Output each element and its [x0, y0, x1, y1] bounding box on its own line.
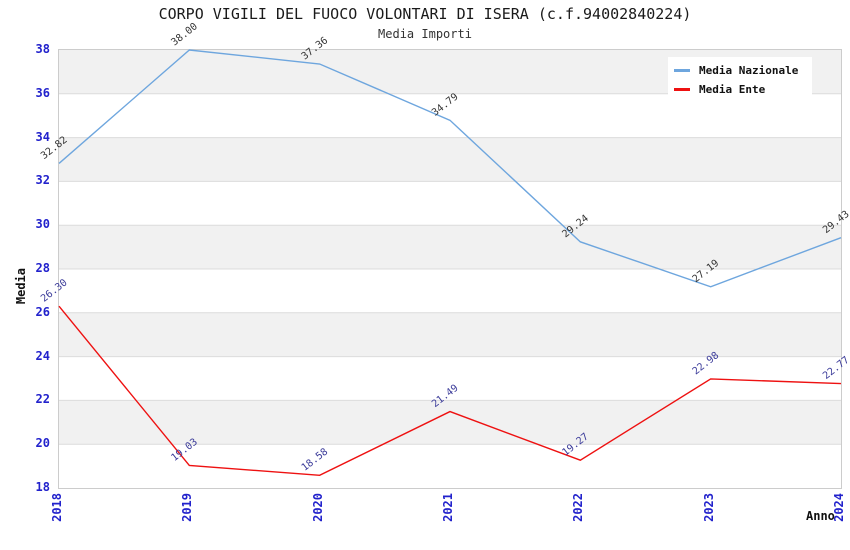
media-nazionale-line-swatch-icon	[674, 69, 690, 72]
x-tick-label: 2023	[701, 493, 716, 522]
x-tick-label: 2022	[571, 493, 586, 522]
y-tick-label: 30	[35, 217, 50, 232]
y-tick-label: 20	[35, 436, 50, 451]
x-tick-label: 2019	[180, 493, 195, 522]
data-point-label: 18.58	[300, 446, 330, 473]
y-tick-label: 18	[35, 480, 50, 494]
series-line-media-ente	[58, 305, 842, 477]
media-ente-line-swatch-icon	[674, 88, 690, 91]
data-point-label: 21.49	[430, 383, 460, 410]
x-tick-label: 2021	[441, 493, 455, 522]
x-tick-label: 2020	[310, 493, 325, 522]
line-plot: 32.8238.0037.3634.7929.2427.1929.4326.30…	[39, 21, 850, 477]
legend: Media Nazionale Media Ente	[668, 57, 812, 104]
x-tick-label: 2018	[50, 493, 64, 522]
legend-label: Media Nazionale	[699, 64, 799, 77]
data-point-label: 19.27	[560, 431, 590, 458]
data-point-label: 26.30	[39, 277, 69, 304]
y-tick-label: 32	[35, 173, 50, 188]
data-point-label: 29.43	[821, 209, 850, 236]
data-point-label: 22.77	[821, 355, 850, 382]
data-point-label: 27.19	[691, 258, 721, 285]
chart-subtitle: Media Importi	[378, 27, 472, 41]
legend-item-media-ente: Media Ente	[674, 80, 806, 99]
y-tick-label: 36	[35, 85, 50, 100]
data-point-label: 34.79	[430, 91, 460, 118]
y-tick-label: 26	[35, 304, 50, 319]
legend-label: Media Ente	[699, 83, 766, 96]
y-tick-label: 22	[35, 392, 50, 407]
y-tick-label: 38	[35, 42, 50, 56]
y-tick-label: 28	[35, 261, 50, 275]
legend-item-media-nazionale: Media Nazionale	[674, 61, 806, 80]
data-point-label: 22.98	[691, 350, 721, 377]
series-line-media-nazionale	[58, 49, 842, 288]
plot-area: 32.82 38.00 37.36 34.79 29.24 27.19 29.43 26.30…	[39, 21, 850, 489]
y-tick-label: 34	[35, 129, 50, 144]
y-tick-label: 24	[35, 348, 50, 363]
chart-title: CORPO VIGILI DEL FUOCO VOLONTARI DI ISER…	[158, 5, 692, 23]
x-axis-title: Anno	[806, 509, 835, 523]
